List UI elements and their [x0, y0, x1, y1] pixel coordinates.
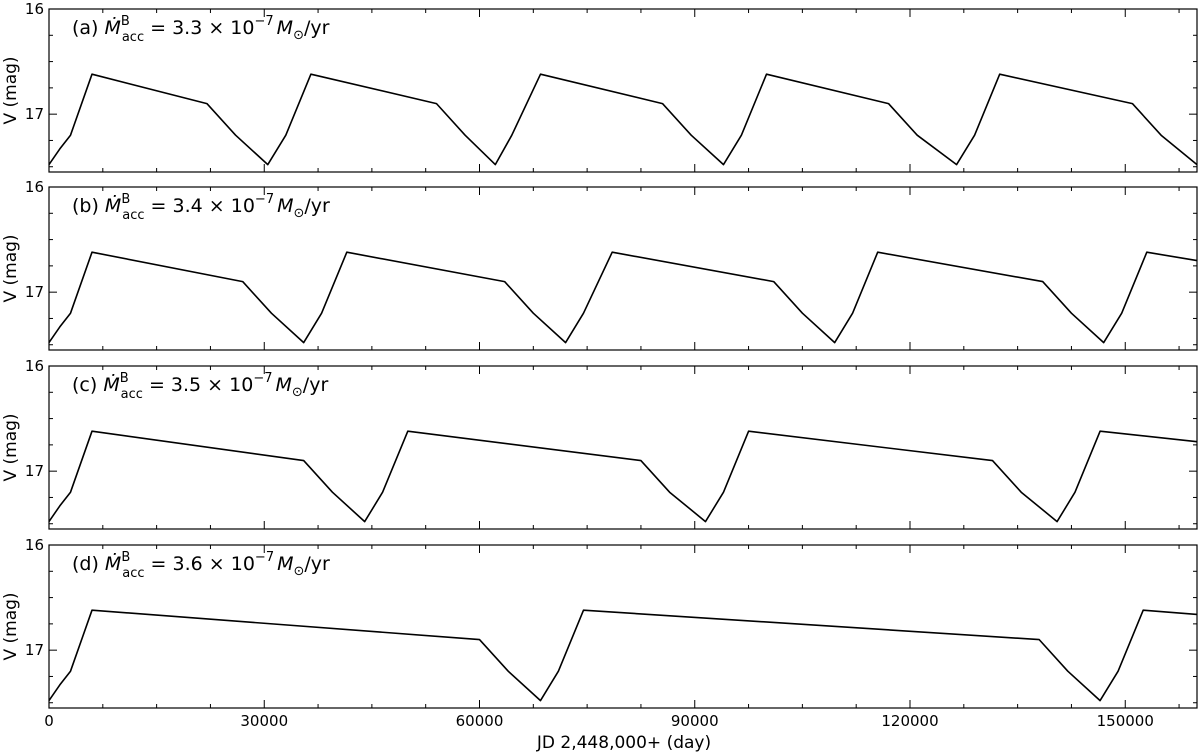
- subscript-acc: acc: [121, 387, 143, 402]
- panel-label-b: (b) ṀB acc = 3.4 × 10−7 M⊙/yr: [72, 192, 330, 223]
- times-ten: × 10: [203, 195, 255, 217]
- y-tick-label: 16: [25, 357, 44, 375]
- subscript-acc: acc: [122, 30, 144, 45]
- panel-frame-a: [48, 8, 1198, 173]
- x-tick-label: 0: [44, 712, 54, 730]
- mass-symbol: M: [277, 553, 293, 575]
- sun-symbol: ⊙: [294, 564, 305, 579]
- x-tick-label: 60000: [456, 712, 504, 730]
- sun-symbol: ⊙: [294, 206, 305, 221]
- series-line-b: [48, 251, 1198, 344]
- accretion-rate-value: 3.6: [173, 553, 203, 575]
- panel-frame-d: [48, 544, 1198, 709]
- accretion-rate-value: 3.3: [172, 17, 202, 39]
- per-year: /yr: [304, 17, 330, 39]
- superscript-b: B: [121, 192, 130, 207]
- panel-label-a: (a) ṀB acc = 3.3 × 10−7 M⊙/yr: [72, 14, 330, 45]
- series-line-d: [48, 609, 1198, 702]
- y-tick-label: 17: [25, 283, 44, 301]
- series-line-c: [48, 430, 1198, 523]
- series-line-a: [48, 73, 1198, 166]
- x-tick-label: 90000: [671, 712, 719, 730]
- superscript-b: B: [120, 371, 129, 386]
- panel-frame-c: [48, 365, 1198, 530]
- y-tick-label: 17: [25, 462, 44, 480]
- subscript-acc: acc: [122, 208, 144, 223]
- sun-symbol: ⊙: [292, 385, 303, 400]
- times-ten: × 10: [203, 553, 255, 575]
- per-year: /yr: [304, 553, 330, 575]
- x-tick-label: 30000: [240, 712, 288, 730]
- panel-label-d: (d) ṀB acc = 3.6 × 10−7 M⊙/yr: [72, 550, 330, 581]
- mdot-symbol: Ṁ: [98, 16, 120, 39]
- panel-prefix: (d): [72, 553, 99, 575]
- mass-symbol: M: [275, 374, 291, 396]
- x-tick-labels: 0 30000 60000 90000 120000 150000: [44, 712, 1154, 730]
- y-tick-label: 17: [25, 105, 44, 123]
- x-tick-label: 120000: [881, 712, 938, 730]
- accretion-rate-value: 3.4: [173, 195, 203, 217]
- equals-sign: =: [145, 553, 173, 575]
- panel-frame-b: [48, 186, 1198, 351]
- exponent: −7: [255, 14, 274, 29]
- x-axis-label: JD 2,448,000+ (day): [536, 733, 711, 753]
- exponent: −7: [255, 192, 274, 207]
- y-tick-label: 17: [25, 641, 44, 659]
- per-year: /yr: [304, 195, 330, 217]
- superscript-b: B: [121, 14, 130, 29]
- exponent: −7: [255, 550, 274, 565]
- panel-b: 16 17V (mag) (b) ṀB acc = 3.4 × 10−7 M⊙/yr: [1, 178, 1198, 351]
- subscript-acc: acc: [122, 566, 144, 581]
- y-tick-label: 16: [25, 536, 44, 554]
- panel-a: 16 17V (mag) (a) ṀB acc = 3.3 × 10−7 M⊙/yr: [1, 0, 1198, 173]
- per-year: /yr: [303, 374, 329, 396]
- times-ten: × 10: [201, 374, 253, 396]
- times-ten: × 10: [202, 17, 254, 39]
- mass-symbol: M: [277, 17, 293, 39]
- y-tick-label: 16: [25, 0, 44, 18]
- y-axis-label: V (mag): [1, 592, 21, 660]
- y-axis-label: V (mag): [1, 413, 21, 481]
- sun-symbol: ⊙: [293, 28, 304, 43]
- y-axis-label: V (mag): [1, 56, 21, 124]
- panel-label-c: (c) ṀB acc = 3.5 × 10−7 M⊙/yr: [72, 371, 328, 402]
- mdot-symbol: Ṁ: [99, 552, 121, 575]
- panel-prefix: (b): [72, 195, 99, 217]
- equals-sign: =: [143, 374, 171, 396]
- accretion-rate-value: 3.5: [171, 374, 201, 396]
- exponent: −7: [253, 371, 272, 386]
- equals-sign: =: [144, 17, 172, 39]
- mass-symbol: M: [277, 195, 293, 217]
- mdot-symbol: Ṁ: [97, 373, 119, 396]
- mdot-symbol: Ṁ: [99, 194, 121, 217]
- equals-sign: =: [145, 195, 173, 217]
- superscript-b: B: [121, 550, 130, 565]
- panel-c: 16 17V (mag) (c) ṀB acc = 3.5 × 10−7 M⊙/yr: [1, 357, 1198, 530]
- y-axis-label: V (mag): [1, 234, 21, 302]
- panel-d: 16 17V (mag) (d) ṀB acc = 3.6 × 10−7 M⊙/yr: [1, 536, 1198, 709]
- panel-prefix: (a): [72, 17, 98, 39]
- x-tick-label: 150000: [1097, 712, 1154, 730]
- panel-prefix: (c): [72, 374, 97, 396]
- y-tick-label: 16: [25, 178, 44, 196]
